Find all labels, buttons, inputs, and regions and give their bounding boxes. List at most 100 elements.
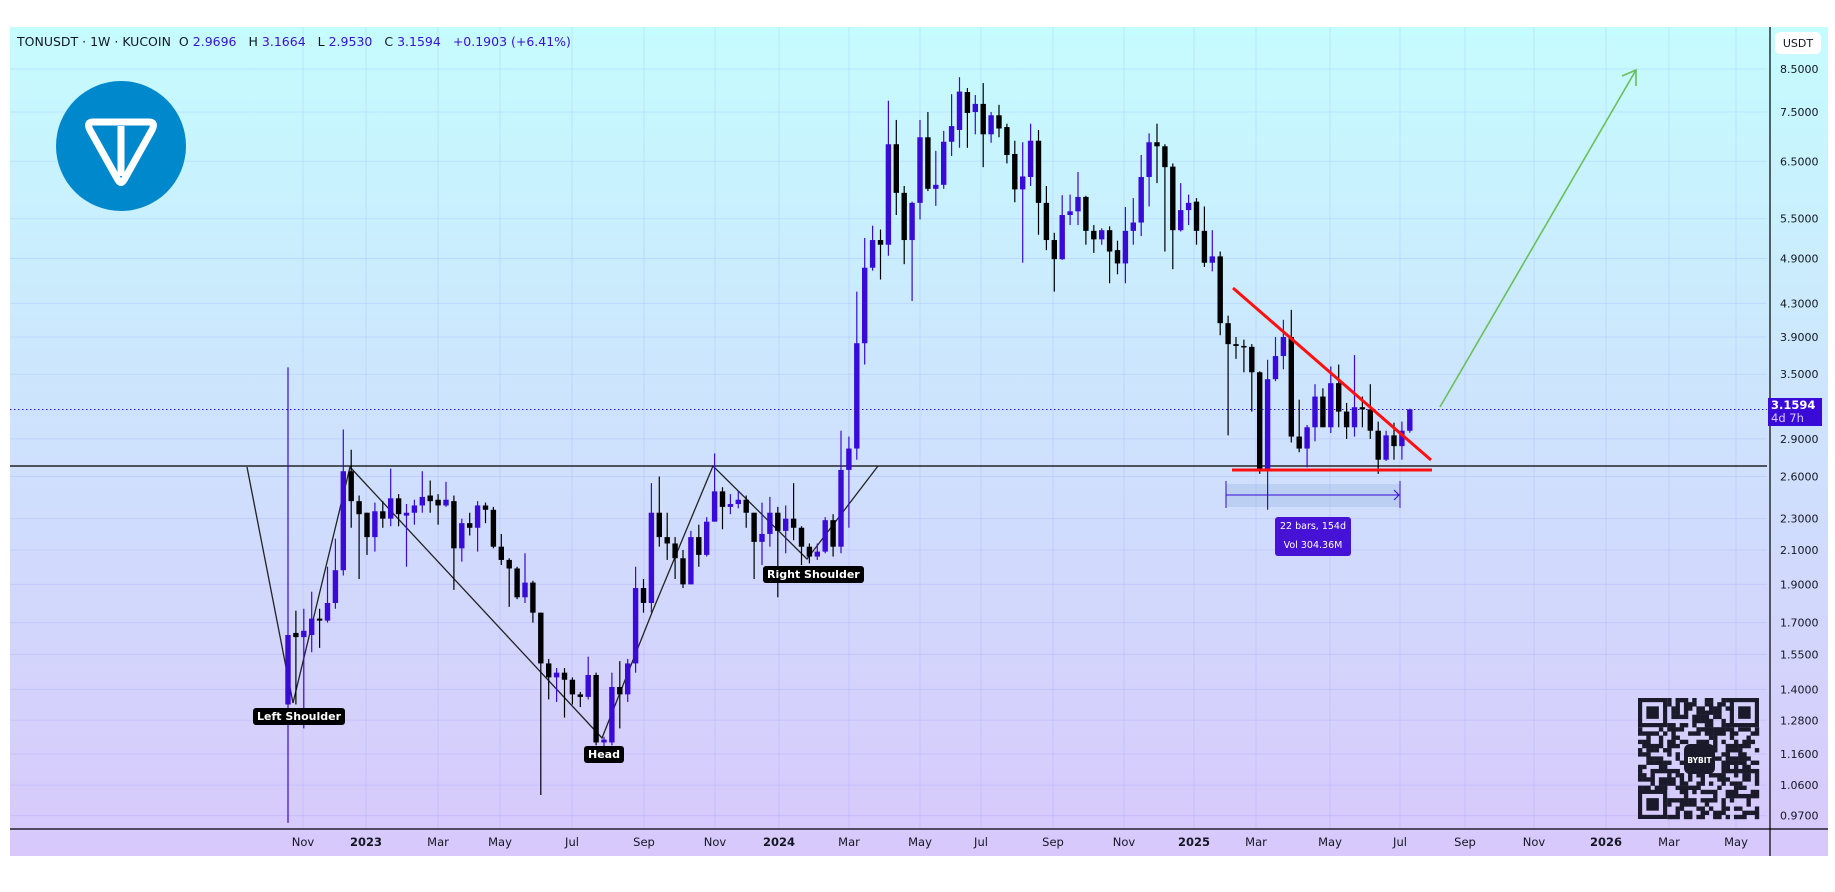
candle-up	[419, 496, 425, 506]
qr-module	[1700, 739, 1705, 745]
qr-module	[1733, 781, 1739, 786]
qr-module	[1663, 731, 1668, 736]
candle-up	[1130, 222, 1136, 231]
qr-finder	[1637, 789, 1668, 820]
qr-module	[1642, 739, 1647, 745]
candle-down	[1320, 396, 1326, 428]
head-label[interactable]: Head	[584, 746, 624, 763]
candle-up	[459, 523, 465, 549]
time-axis[interactable]: Nov 2023 Mar May Jul Sep Nov 2024 Mar May Jul Sep No…	[10, 828, 1828, 849]
qr-module	[1667, 777, 1672, 782]
qr-module	[1704, 810, 1710, 816]
price-axis[interactable]: 8.5000 7.5000 6.5000 5.5000 4.9000 4.3000 3.90…	[1769, 27, 1819, 856]
measure-arrow-head	[1393, 489, 1400, 501]
candle-up	[814, 551, 820, 557]
qr-module	[1708, 706, 1714, 711]
time-axis-label: Jul	[1392, 835, 1407, 849]
currency-button[interactable]: USDT	[1775, 32, 1821, 54]
qr-module	[1688, 773, 1693, 778]
qr-module	[1671, 735, 1676, 740]
qr-module	[1683, 798, 1689, 803]
candle-up	[1304, 427, 1310, 449]
qr-module	[1738, 806, 1743, 811]
qr-module	[1742, 793, 1747, 799]
symbol-title[interactable]: TONUSDT · 1W · KUCOIN	[17, 34, 171, 49]
qr-module	[1696, 785, 1701, 790]
qr-module	[1696, 710, 1701, 715]
qr-module	[1675, 710, 1680, 715]
measure-bars: 22 bars, 154d	[1279, 521, 1347, 532]
qr-module	[1692, 802, 1697, 807]
candle-up	[609, 686, 615, 743]
qr-module	[1671, 798, 1676, 803]
drawings	[10, 408, 1767, 740]
candle-down	[672, 543, 678, 559]
qr-module	[1679, 798, 1685, 803]
qr-module	[1729, 748, 1735, 753]
qr-module	[1658, 727, 1664, 732]
price-axis-label: 2.1000	[1780, 544, 1819, 557]
price-axis-label: 6.5000	[1780, 155, 1819, 168]
qr-module	[1721, 731, 1726, 736]
qr-module	[1717, 785, 1722, 790]
qr-module	[1733, 760, 1739, 765]
price-axis-label: 2.6000	[1780, 470, 1819, 483]
candle-down	[1051, 240, 1057, 260]
candle-up	[443, 499, 449, 506]
qr-module	[1696, 739, 1701, 745]
bar-countdown: 4d 7h	[1771, 411, 1804, 425]
qr-module	[1708, 781, 1714, 786]
price-axis-label: 1.5500	[1780, 648, 1819, 661]
qr-module	[1646, 735, 1651, 740]
measure-volume: Vol 304.36M	[1283, 540, 1343, 551]
candle-up	[688, 537, 694, 585]
qr-module	[1704, 718, 1710, 724]
qr-module	[1700, 706, 1705, 711]
right-shoulder-label[interactable]: Right Shoulder	[763, 566, 864, 583]
time-axis-label: Nov	[1113, 835, 1136, 849]
qr-module	[1675, 785, 1680, 790]
qr-module	[1696, 706, 1701, 711]
qr-module	[1679, 739, 1685, 745]
qr-module	[1742, 760, 1747, 765]
qr-module	[1738, 748, 1743, 753]
candle-down	[680, 558, 686, 585]
qr-module	[1733, 756, 1739, 761]
candle-down	[1233, 344, 1239, 346]
candle-down	[964, 92, 971, 113]
qr-module	[1733, 789, 1739, 795]
candle-down	[696, 537, 702, 555]
qr-module	[1746, 764, 1751, 770]
time-axis-label: Sep	[1454, 835, 1476, 849]
qr-module	[1675, 698, 1680, 703]
left-shoulder-label[interactable]: Left Shoulder	[253, 708, 346, 725]
qr-module	[1654, 760, 1660, 765]
ohlc-open: O 2.9696	[179, 34, 241, 49]
qr-module	[1754, 768, 1760, 774]
candle-down	[569, 679, 576, 695]
qr-module	[1704, 802, 1710, 807]
high-label: H	[248, 34, 258, 49]
qr-module	[1754, 781, 1760, 786]
candle-down	[1296, 436, 1302, 449]
candle-down	[506, 559, 512, 569]
candle-down	[316, 618, 323, 621]
candle-down	[1288, 337, 1294, 437]
qr-module	[1679, 789, 1685, 795]
qr-module	[1733, 743, 1739, 749]
candle-down	[743, 499, 749, 513]
price-axis-label: 2.9000	[1780, 433, 1819, 446]
qr-module	[1658, 743, 1664, 749]
qr-module	[1700, 781, 1705, 786]
qr-module	[1696, 727, 1701, 732]
candle-down	[664, 537, 670, 544]
qr-module	[1725, 743, 1730, 749]
qr-module	[1671, 714, 1676, 720]
qr-module	[1721, 760, 1726, 765]
qr-module	[1667, 802, 1672, 807]
price-axis-label: 1.2800	[1780, 714, 1819, 727]
qr-module	[1729, 735, 1735, 740]
candle-down	[1375, 430, 1381, 460]
candle-up	[917, 137, 923, 203]
